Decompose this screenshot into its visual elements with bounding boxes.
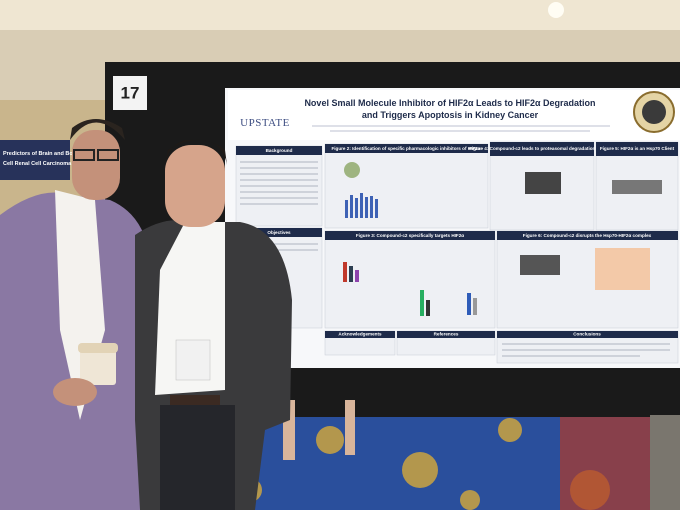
section-bar xyxy=(325,331,395,338)
side-banner xyxy=(0,140,70,180)
section-header: Conclusions xyxy=(573,332,601,337)
poster-title: Novel Small Molecule Inhibitor of HIF2α … xyxy=(304,98,595,108)
section-bar xyxy=(497,331,678,338)
banner-text: Predictors of Brain and Bone xyxy=(3,151,79,157)
banner-text: Cell Renal Cell Carcinoma xyxy=(3,161,72,167)
section-header: Figure 2: Identification of specific pha… xyxy=(331,146,480,151)
figure-graphic xyxy=(344,162,360,178)
section-header: Background xyxy=(266,148,293,153)
western-blot xyxy=(612,180,662,194)
seal-center xyxy=(642,100,666,124)
poster-logo: UPSTATE xyxy=(240,117,290,129)
section-bar xyxy=(236,228,322,237)
background-person xyxy=(650,415,680,510)
section-bar xyxy=(490,142,594,156)
ceiling-light xyxy=(0,0,680,30)
section-header: Figure 3: Compound-c2 specifically targe… xyxy=(356,233,464,238)
figure-graphic xyxy=(595,248,650,290)
section-bar xyxy=(497,231,678,240)
board-number-card xyxy=(113,76,147,110)
ceiling-lamp xyxy=(548,2,564,18)
section-header: Figure 6: Compound-c2 disrupts the Hsp70… xyxy=(523,233,652,238)
text-lines xyxy=(502,343,670,357)
section-bar xyxy=(236,146,322,155)
western-blot xyxy=(525,172,561,194)
western-blot xyxy=(520,255,560,275)
section-header: Acknowledgements xyxy=(338,332,382,337)
section-header: Objectives xyxy=(267,230,291,235)
figure-graphic xyxy=(343,262,477,316)
section-header: Figure 5: HIF2α is an Hsp70 Client xyxy=(600,146,675,151)
panel xyxy=(324,143,489,229)
section-header: References xyxy=(434,332,459,337)
author-lines xyxy=(312,125,610,132)
person-right xyxy=(135,139,292,510)
panel xyxy=(496,230,679,329)
poster-header xyxy=(228,90,680,140)
section-bar xyxy=(325,144,488,153)
figure-graphic xyxy=(345,193,378,218)
section-header: Figure 4: Compound-c2 leads to proteasom… xyxy=(469,146,615,151)
board-number: 17 xyxy=(121,83,140,102)
section-bar xyxy=(325,231,495,240)
section-bar xyxy=(596,142,678,156)
panel xyxy=(324,230,496,329)
poster-title: and Triggers Apoptosis in Kidney Cancer xyxy=(362,110,539,120)
person-left xyxy=(0,119,150,510)
section-bar xyxy=(397,331,495,338)
